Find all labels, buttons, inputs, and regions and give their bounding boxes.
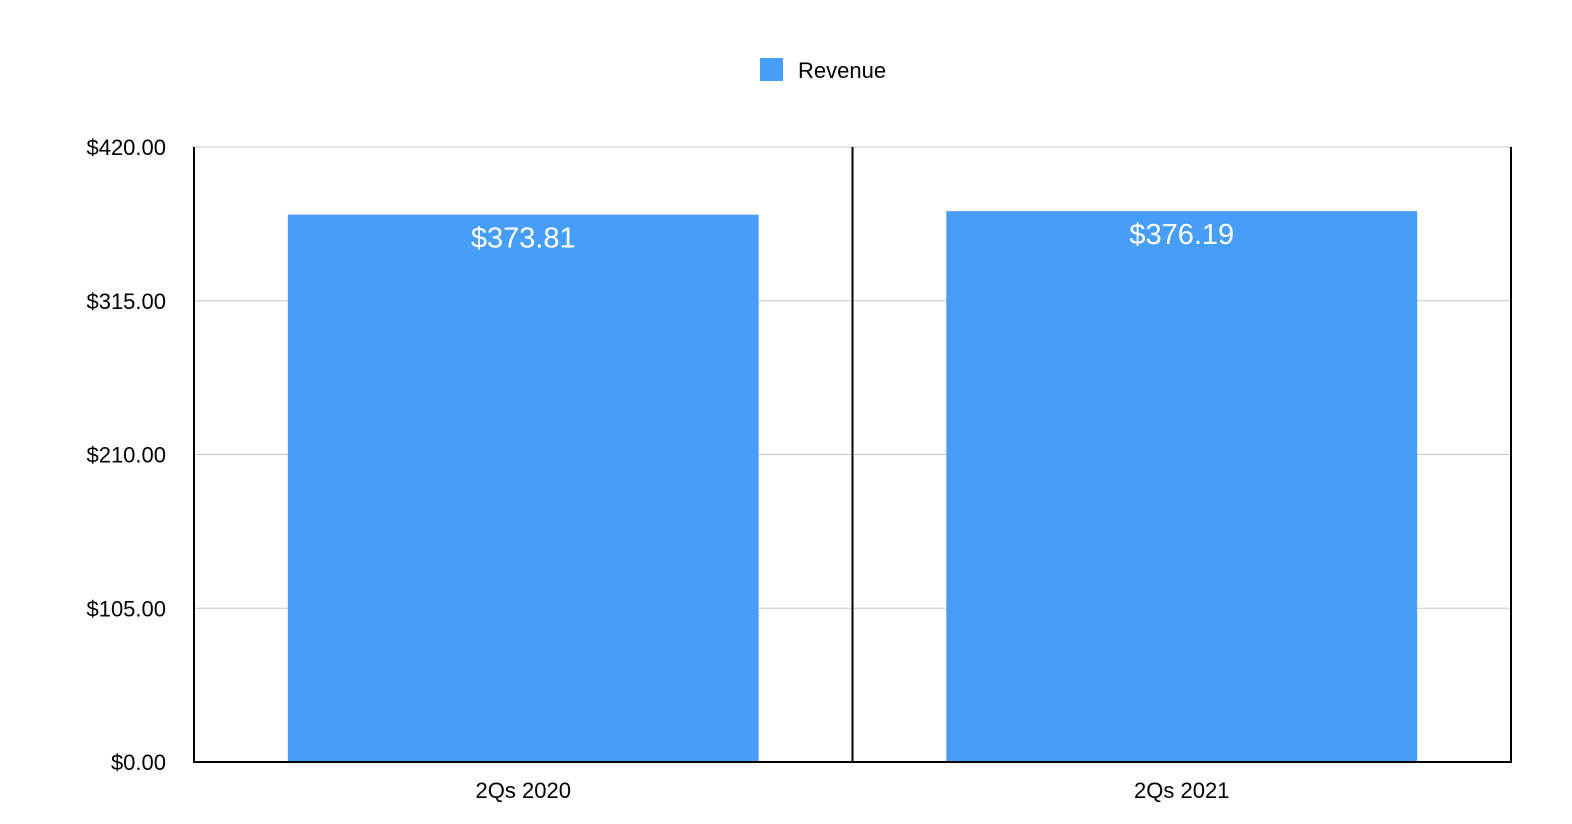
bar-2qs-2020[interactable] (287, 214, 759, 762)
y-tick-label: $420.00 (86, 135, 166, 160)
data-label: $376.19 (1129, 219, 1234, 251)
legend-label: Revenue (798, 58, 886, 83)
data-label: $373.81 (471, 223, 576, 255)
axes (193, 147, 1512, 763)
bar-2qs-2021[interactable] (946, 211, 1418, 762)
legend-swatch (760, 58, 783, 81)
y-tick-label: $0.00 (111, 750, 166, 775)
x-tick-label: 2Qs 2021 (1134, 778, 1229, 803)
y-axis-tick-labels: $0.00 $105.00 $210.00 $315.00 $420.00 (86, 135, 166, 775)
x-tick-label: 2Qs 2020 (476, 778, 571, 803)
legend-item-revenue[interactable]: Revenue (760, 58, 886, 83)
y-tick-label: $105.00 (86, 596, 166, 621)
y-tick-label: $210.00 (86, 443, 166, 468)
legend[interactable]: Revenue (760, 58, 886, 83)
data-labels: $373.81 $376.19 (471, 219, 1234, 254)
y-tick-label: $315.00 (86, 289, 166, 314)
bars (287, 211, 1418, 762)
x-axis-tick-labels: 2Qs 2020 2Qs 2021 (476, 778, 1230, 803)
